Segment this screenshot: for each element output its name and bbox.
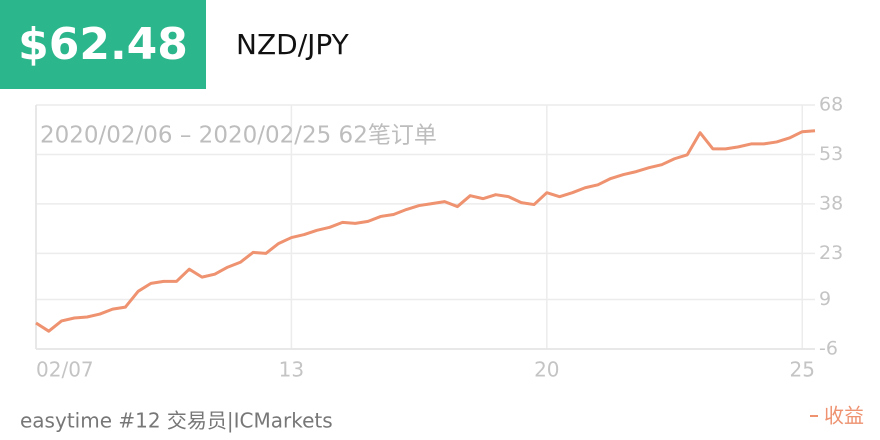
- line-series: [35, 129, 816, 333]
- legend-label: 收益: [824, 404, 864, 428]
- x-tick-label: 25: [790, 358, 815, 382]
- x-tick-label: 13: [279, 358, 304, 382]
- footer: easytime #12 交易员|ICMarkets: [20, 409, 333, 433]
- pair: NZD/JPY: [236, 28, 350, 61]
- y-tick-label: 38: [819, 192, 843, 214]
- price: $62.48: [18, 19, 188, 70]
- y-tick-label: 53: [819, 143, 843, 165]
- y-tick-label: 9: [819, 288, 831, 310]
- price-badge: [0, 0, 206, 89]
- x-tick-label: 20: [534, 358, 559, 382]
- x-tick-label: 02/07: [36, 358, 94, 382]
- y-tick-label: -6: [819, 338, 838, 360]
- annotation: 2020/02/06 – 2020/02/25 62笔订单: [40, 123, 437, 149]
- y-tick-label: 68: [819, 94, 843, 116]
- y-tick-label: 23: [819, 242, 843, 264]
